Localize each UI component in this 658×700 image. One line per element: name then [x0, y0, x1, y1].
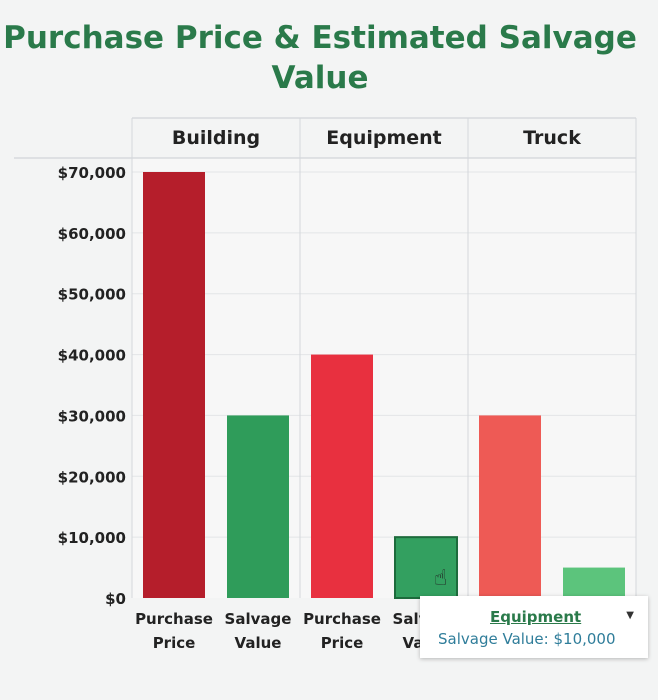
bar-truck-purchase-price[interactable]: [479, 415, 541, 598]
facet-header-equipment: Equipment: [326, 127, 442, 149]
x-category-label: Price: [321, 634, 364, 652]
bar-truck-salvage-value[interactable]: [563, 567, 625, 598]
facet-header-truck: Truck: [523, 127, 581, 149]
bar-building-salvage-value[interactable]: [227, 415, 289, 598]
y-tick-label: $20,000: [58, 468, 126, 486]
facet-header-building: Building: [172, 127, 260, 149]
plot-area: [132, 158, 636, 598]
y-tick-label: $50,000: [58, 286, 126, 304]
tooltip: Equipment ▼ Salvage Value: $10,000: [420, 596, 648, 658]
x-category-label: Value: [235, 634, 282, 652]
tooltip-body: Salvage Value: $10,000: [438, 630, 616, 648]
bar-building-purchase-price[interactable]: [143, 172, 205, 598]
chart-title: Purchase Price & Estimated Salvage Value: [3, 20, 637, 96]
y-tick-label: $40,000: [58, 347, 126, 365]
bar-equipment-purchase-price[interactable]: [311, 354, 373, 598]
y-tick-label: $10,000: [58, 529, 126, 547]
x-category-label: Salvage: [225, 610, 292, 628]
x-category-label: Price: [153, 634, 196, 652]
bar-equipment-salvage-value[interactable]: [394, 536, 458, 600]
tooltip-title: Equipment: [490, 608, 582, 626]
y-tick-label: $30,000: [58, 407, 126, 425]
y-tick-label: $60,000: [58, 225, 126, 243]
y-tick-label: $0: [105, 590, 126, 608]
hand-pointer-icon: ☝: [434, 566, 448, 591]
x-category-label: Purchase: [135, 610, 213, 628]
y-tick-label: $70,000: [58, 164, 126, 182]
x-category-label: Purchase: [303, 610, 381, 628]
caret-down-icon[interactable]: ▼: [626, 610, 634, 621]
